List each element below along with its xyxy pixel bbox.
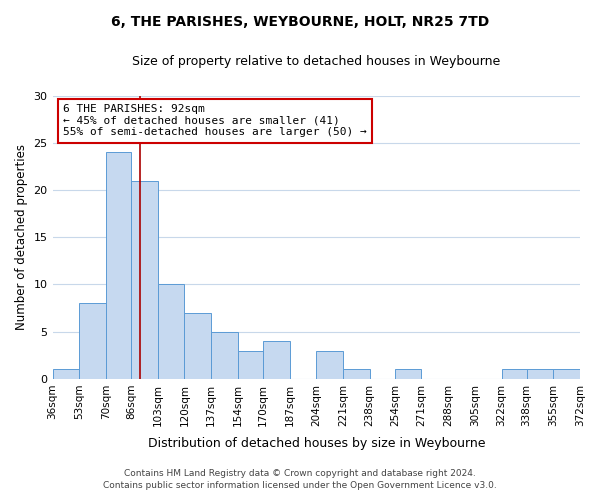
Bar: [343, 370, 370, 379]
Title: Size of property relative to detached houses in Weybourne: Size of property relative to detached ho…: [132, 55, 500, 68]
Bar: [553, 370, 580, 379]
Bar: [502, 370, 527, 379]
Bar: [238, 350, 263, 379]
Bar: [395, 370, 421, 379]
Bar: [106, 152, 131, 379]
Bar: [527, 370, 553, 379]
Bar: [53, 370, 79, 379]
Bar: [131, 180, 158, 379]
Bar: [184, 313, 211, 379]
X-axis label: Distribution of detached houses by size in Weybourne: Distribution of detached houses by size …: [148, 437, 485, 450]
Bar: [79, 304, 106, 379]
Bar: [263, 341, 290, 379]
Bar: [316, 350, 343, 379]
Text: Contains HM Land Registry data © Crown copyright and database right 2024.
Contai: Contains HM Land Registry data © Crown c…: [103, 468, 497, 490]
Text: 6, THE PARISHES, WEYBOURNE, HOLT, NR25 7TD: 6, THE PARISHES, WEYBOURNE, HOLT, NR25 7…: [111, 15, 489, 29]
Y-axis label: Number of detached properties: Number of detached properties: [15, 144, 28, 330]
Text: 6 THE PARISHES: 92sqm
← 45% of detached houses are smaller (41)
55% of semi-deta: 6 THE PARISHES: 92sqm ← 45% of detached …: [63, 104, 367, 138]
Bar: [211, 332, 238, 379]
Bar: [158, 284, 184, 379]
